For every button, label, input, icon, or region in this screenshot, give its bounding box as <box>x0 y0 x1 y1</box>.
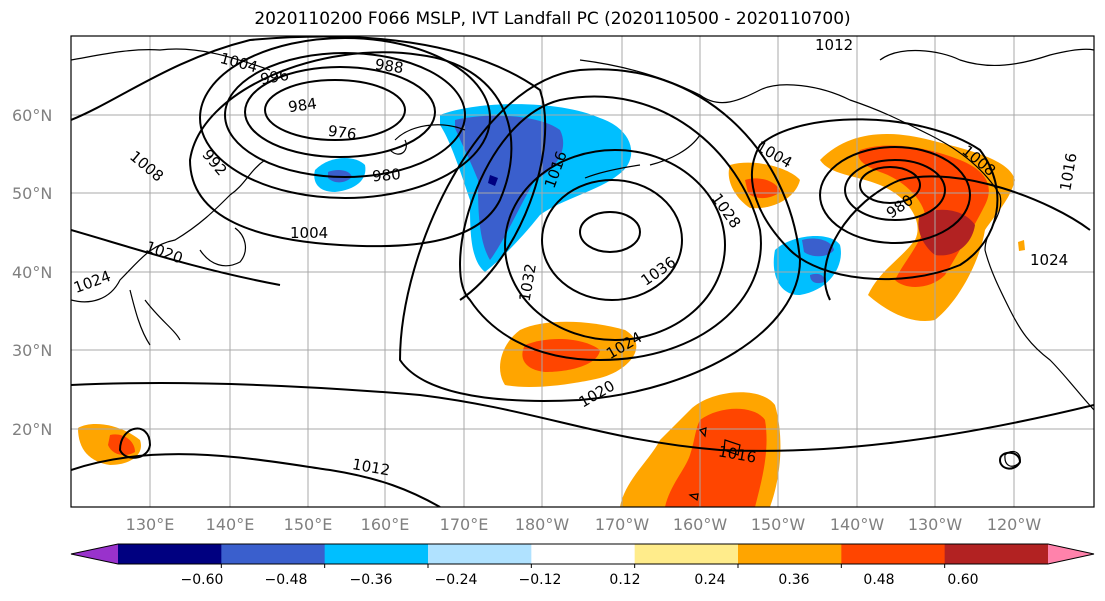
colorbar-tick-label: 0.60 <box>947 572 978 588</box>
lon-label: 120°W <box>987 515 1042 534</box>
lon-label: 160°W <box>673 515 728 534</box>
colorbar-bin <box>324 544 429 564</box>
longitude-labels: 130°E 140°E 150°E 160°E 170°E 180°W 170°… <box>126 515 1042 534</box>
colorbar-bin <box>428 544 532 564</box>
svg-text:976: 976 <box>327 122 358 144</box>
lon-label: 170°W <box>595 515 650 534</box>
svg-text:1012: 1012 <box>815 36 853 54</box>
svg-text:988: 988 <box>374 55 405 77</box>
lat-label: 30°N <box>12 341 52 360</box>
lat-label: 50°N <box>12 184 52 203</box>
colorbar-tick-label: −0.60 <box>181 572 224 588</box>
coastlines <box>71 48 1094 502</box>
lon-label: 160°E <box>361 515 410 534</box>
colorbar-bin <box>634 544 739 564</box>
colorbar-bin <box>738 544 842 564</box>
svg-text:996: 996 <box>259 66 290 89</box>
colorbar-tick-label: 0.36 <box>778 572 809 588</box>
colorbar-extend-max <box>1048 544 1094 564</box>
ivt-negative-central-core <box>455 115 564 261</box>
colorbar-bin <box>118 544 222 564</box>
map-title: 2020110200 F066 MSLP, IVT Landfall PC (2… <box>254 9 851 29</box>
lon-label: 130°W <box>908 515 963 534</box>
colorbar-tick-label: −0.36 <box>350 572 393 588</box>
colorbar-extend-min <box>71 544 118 564</box>
lon-label: 170°E <box>440 515 489 534</box>
colorbar-bin <box>841 544 946 564</box>
colorbar-bin <box>944 544 1049 564</box>
lon-label: 150°W <box>751 515 806 534</box>
latitude-labels: 60°N 50°N 40°N 30°N 20°N <box>12 106 52 439</box>
colorbar-tick-label: 0.12 <box>609 572 640 588</box>
colorbar-tick-label: 0.48 <box>863 572 894 588</box>
lon-label: 130°E <box>126 515 175 534</box>
svg-text:980: 980 <box>371 165 401 185</box>
map-frame <box>70 35 1095 508</box>
colorbar-outline <box>70 543 1095 565</box>
colorbar-tick-label: −0.48 <box>265 572 308 588</box>
colorbar-tick-label: 0.24 <box>694 572 725 588</box>
lat-label: 20°N <box>12 420 52 439</box>
colorbar-tick-label: −0.12 <box>519 572 562 588</box>
colorbar-tick-label: −0.24 <box>435 572 478 588</box>
colorbar <box>70 543 1095 568</box>
lon-label: 140°W <box>830 515 885 534</box>
svg-text:984: 984 <box>287 94 318 116</box>
lon-label: 140°E <box>206 515 255 534</box>
lon-label: 150°E <box>284 515 333 534</box>
mslp-contours <box>71 36 1094 507</box>
gridlines <box>71 36 1094 507</box>
svg-text:1024: 1024 <box>1030 251 1068 269</box>
lat-label: 60°N <box>12 106 52 125</box>
lon-label: 180°W <box>515 515 570 534</box>
svg-text:1004: 1004 <box>290 224 328 242</box>
colorbar-tick-labels: −0.60 −0.48 −0.36 −0.24 −0.12 0.12 0.24 … <box>181 572 979 588</box>
colorbar-bin <box>531 544 636 564</box>
colorbar-bin <box>221 544 326 564</box>
lat-label: 40°N <box>12 263 52 282</box>
